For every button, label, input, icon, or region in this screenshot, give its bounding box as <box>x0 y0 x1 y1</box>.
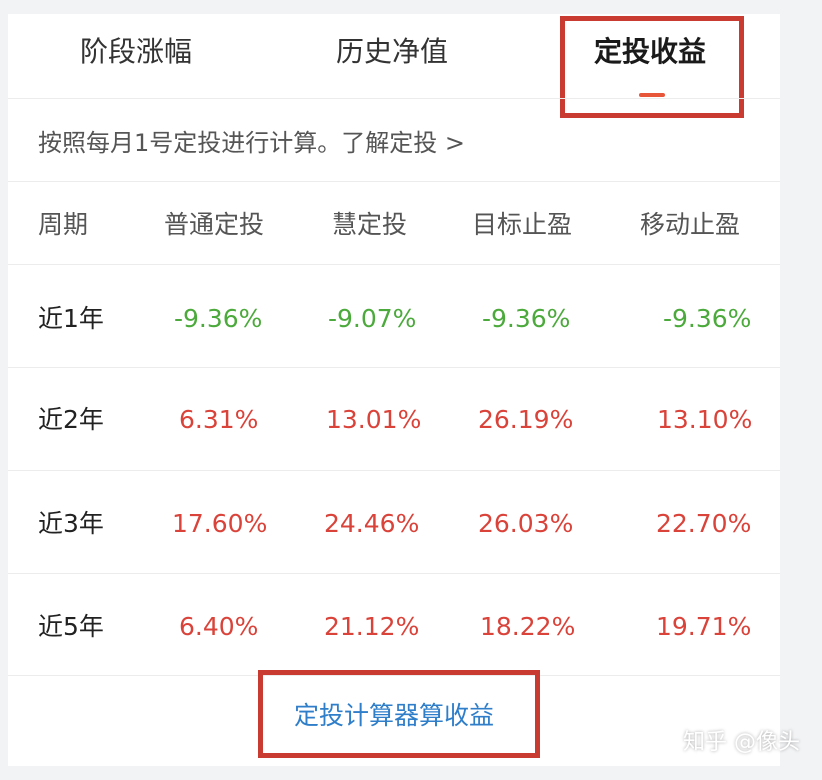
row-value: 26.03% <box>478 509 574 538</box>
active-tab-indicator <box>639 93 665 97</box>
row-period: 近1年 <box>38 304 104 333</box>
row-value: 22.70% <box>656 509 752 538</box>
tab-highlight-box <box>560 16 744 118</box>
row-value: 19.71% <box>656 612 752 641</box>
watermark: 知乎 @像头 <box>683 730 800 755</box>
tab-history-nav[interactable]: 历史净值 <box>336 35 449 68</box>
row-value: 26.19% <box>478 405 574 434</box>
row-value: -9.07% <box>328 304 417 333</box>
calculator-highlight-box <box>258 670 540 758</box>
divider <box>8 470 780 471</box>
tab-stage-growth[interactable]: 阶段涨幅 <box>80 35 193 68</box>
row-value: 17.60% <box>172 509 268 538</box>
header-smart: 慧定投 <box>332 210 408 239</box>
row-period: 近2年 <box>38 405 104 434</box>
row-value: -9.36% <box>482 304 571 333</box>
investment-calculator-link[interactable]: 定投计算器算收益 <box>293 701 494 730</box>
divider <box>8 264 780 265</box>
row-value: -9.36% <box>663 304 752 333</box>
row-value: 6.31% <box>179 405 259 434</box>
row-value: 6.40% <box>179 612 259 641</box>
row-value: 13.10% <box>657 405 753 434</box>
header-period: 周期 <box>38 210 89 239</box>
divider <box>8 98 780 99</box>
divider <box>8 181 780 182</box>
tab-fixed-investment-return[interactable]: 定投收益 <box>594 35 707 68</box>
header-regular: 普通定投 <box>164 210 265 239</box>
header-trailing-stop: 移动止盈 <box>640 210 741 239</box>
row-value: 18.22% <box>480 612 576 641</box>
divider <box>8 573 780 574</box>
fund-card: 阶段涨幅 历史净值 定投收益 按照每月1号定投进行计算。了解定投 > 周期 普通… <box>8 14 780 766</box>
calculation-note[interactable]: 按照每月1号定投进行计算。了解定投 > <box>38 129 466 157</box>
row-value: -9.36% <box>174 304 263 333</box>
divider <box>8 367 780 368</box>
row-period: 近3年 <box>38 509 104 538</box>
row-value: 21.12% <box>324 612 420 641</box>
row-value: 13.01% <box>326 405 422 434</box>
divider <box>8 675 780 676</box>
tab-bar: 阶段涨幅 历史净值 定投收益 <box>8 14 780 98</box>
row-period: 近5年 <box>38 612 104 641</box>
header-target-stop: 目标止盈 <box>472 210 573 239</box>
row-value: 24.46% <box>324 509 420 538</box>
